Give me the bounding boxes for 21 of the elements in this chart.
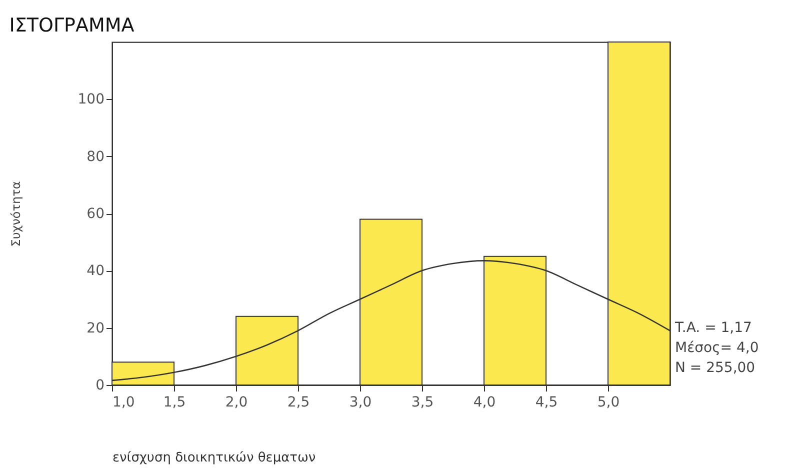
chart-title: ΙΣΤΟΓΡΑΜΜΑ xyxy=(9,14,134,36)
x-tick-label: 1,0 xyxy=(112,394,135,410)
x-tick-label: 3,0 xyxy=(349,394,372,410)
text: T.A. = 1,17 xyxy=(674,320,752,336)
x-tick-label: 3,5 xyxy=(411,394,434,410)
y-axis-title: Συχνότητα xyxy=(8,181,23,247)
x-tick-label: 2,5 xyxy=(287,394,310,410)
x-tick-label: 1,5 xyxy=(163,394,186,410)
y-tick-label: 80 xyxy=(86,148,104,165)
y-tick-label: 40 xyxy=(86,263,104,280)
text: Μέσος= 4,0 xyxy=(675,340,759,356)
text: N = 255,00 xyxy=(675,360,756,376)
x-tick-label: 4,5 xyxy=(535,394,558,410)
x-tick-label: 5,0 xyxy=(597,394,620,410)
y-tick-label: 0 xyxy=(96,378,104,394)
x-tick-label: 4,0 xyxy=(473,394,496,410)
x-tick-label: 2,0 xyxy=(225,394,248,410)
y-tick-label: 60 xyxy=(86,206,104,222)
x-axis-title: ενίσχυση διοικητικών θεματων xyxy=(112,450,316,466)
y-tick-label: 100 xyxy=(78,92,104,108)
y-tick-label: 20 xyxy=(86,320,104,336)
